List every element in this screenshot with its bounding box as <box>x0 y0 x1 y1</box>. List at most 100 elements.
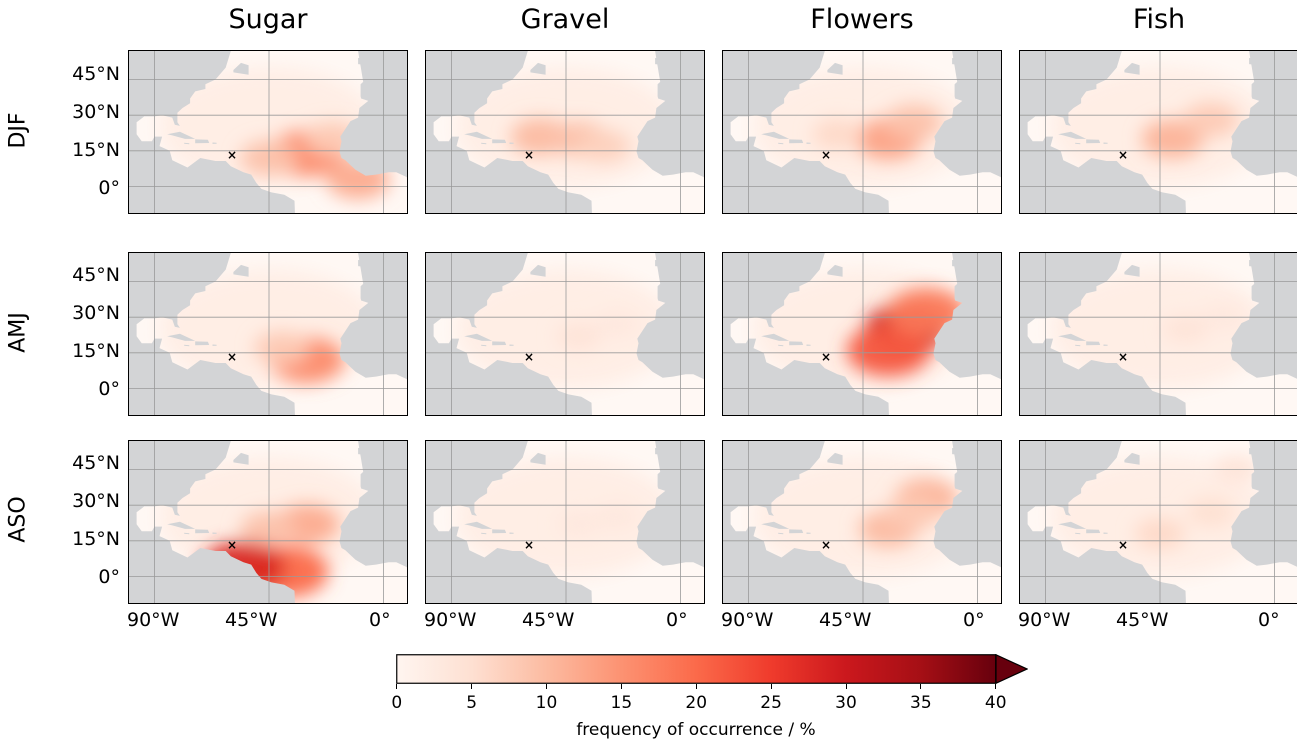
lat-label: 15°N <box>72 340 120 362</box>
land-mass <box>481 344 487 347</box>
land-mass <box>1103 344 1108 346</box>
land-mass <box>426 158 592 213</box>
land-mass <box>212 532 217 534</box>
map-panel-amj-gravel: × <box>425 252 705 416</box>
land-mass <box>789 341 804 346</box>
column-title-flowers: Flowers <box>810 4 914 35</box>
land-mass <box>933 51 1001 178</box>
map-panel-aso-fish: × <box>1019 440 1297 604</box>
land-mass <box>129 158 295 213</box>
colorbar-tick-label: 0 <box>391 693 403 713</box>
land-mass <box>129 548 295 603</box>
map-panel-aso-gravel: × <box>425 440 705 604</box>
land-mass <box>1086 139 1101 144</box>
lat-label: 30°N <box>72 302 120 324</box>
land-mass <box>1020 548 1186 603</box>
lat-label: 45°N <box>72 264 120 286</box>
frequency-hotspot <box>555 322 602 351</box>
colorbar-tick <box>546 684 547 689</box>
land-mass <box>1020 158 1186 213</box>
land-mass <box>933 253 1001 380</box>
land-mass <box>492 529 507 534</box>
land-mass <box>1075 344 1081 347</box>
colorbar-tick <box>845 684 847 689</box>
row-title-aso: ASO <box>5 496 31 543</box>
location-marker: × <box>524 538 534 552</box>
land-mass <box>184 344 190 347</box>
colorbar-tick <box>471 684 473 689</box>
colorbar-tick-label: 20 <box>685 693 708 713</box>
column-title-fish: Fish <box>1132 4 1186 35</box>
land-mass <box>492 139 507 144</box>
lat-label: 0° <box>98 566 120 588</box>
land-mass <box>339 253 407 380</box>
colorbar-tick-label: 25 <box>760 693 782 713</box>
location-marker: × <box>821 538 831 552</box>
colorbar <box>396 653 1029 685</box>
land-mass <box>806 532 811 534</box>
land-mass <box>1058 521 1087 529</box>
location-marker: × <box>227 538 237 552</box>
land-mass <box>184 142 190 145</box>
land-mass <box>1058 131 1087 139</box>
colorbar-label: frequency of occurrence / % <box>576 720 816 740</box>
land-mass <box>339 441 407 568</box>
lat-label: 0° <box>98 177 120 199</box>
colorbar-tick-label: 5 <box>466 693 478 713</box>
land-mass <box>509 142 514 144</box>
frequency-hotspot <box>846 324 931 376</box>
land-mass <box>827 264 843 277</box>
land-mass <box>761 521 790 529</box>
location-marker: × <box>524 148 534 162</box>
land-mass <box>1124 264 1140 277</box>
land-mass <box>184 532 190 535</box>
land-mass <box>789 139 804 144</box>
land-mass <box>761 131 790 139</box>
frequency-hotspot <box>1183 102 1239 137</box>
lon-label: 90°W <box>721 609 774 631</box>
lat-label: 45°N <box>72 63 120 85</box>
colorbar-tick <box>695 684 697 689</box>
land-mass <box>952 441 983 458</box>
land-mass <box>1058 333 1087 341</box>
location-marker: × <box>524 350 534 364</box>
colorbar-tick <box>770 684 772 689</box>
land-mass <box>1075 532 1081 535</box>
land-mass <box>167 521 196 529</box>
column-title-sugar: Sugar <box>228 4 308 35</box>
land-mass <box>195 139 210 144</box>
frequency-hotspot <box>557 510 601 538</box>
land-mass <box>129 360 295 415</box>
land-mass <box>806 142 811 144</box>
lat-label: 15°N <box>72 139 120 161</box>
map-panel-djf-gravel: × <box>425 50 705 214</box>
lon-label: 90°W <box>127 609 180 631</box>
land-mass <box>1230 253 1297 379</box>
land-mass <box>233 452 249 465</box>
frequency-hotspot <box>1162 315 1209 344</box>
lon-label: 90°W <box>424 609 477 631</box>
land-mass <box>492 341 507 346</box>
land-mass <box>509 532 514 534</box>
colorbar-gradient <box>396 654 997 684</box>
land-mass <box>723 360 889 415</box>
location-marker: × <box>1118 148 1128 162</box>
land-mass <box>1230 51 1297 177</box>
frequency-hotspot <box>595 310 639 338</box>
land-mass <box>481 142 487 145</box>
land-mass <box>212 344 217 346</box>
land-mass <box>195 529 210 534</box>
land-mass <box>339 51 407 178</box>
colorbar-tick-label: 10 <box>535 693 558 713</box>
land-mass <box>426 548 592 603</box>
land-mass <box>530 264 546 277</box>
row-title-djf: DJF <box>5 112 31 149</box>
colorbar-tick-label: 15 <box>610 693 633 713</box>
lon-label: 0° <box>963 609 985 631</box>
land-mass <box>233 264 249 277</box>
location-marker: × <box>1118 350 1128 364</box>
land-mass <box>1020 360 1186 415</box>
land-mass <box>655 441 686 458</box>
row-title-amj: AMJ <box>5 312 31 353</box>
land-mass <box>1124 452 1140 465</box>
